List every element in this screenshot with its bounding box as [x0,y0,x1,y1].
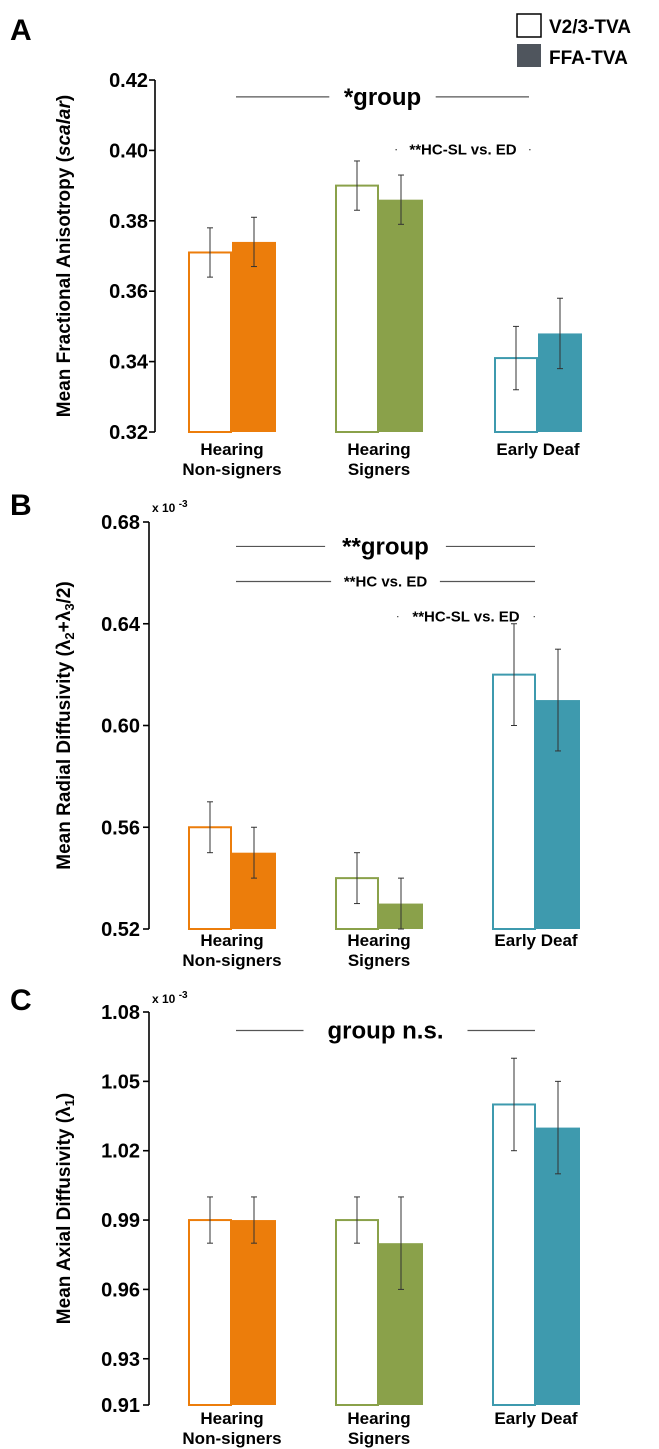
significance-label: group n.s. [328,1017,444,1044]
legend-label-ffa-tva: FFA-TVA [549,48,628,69]
bar-ffa-tva [232,1220,276,1405]
legend-swatch-filled [517,44,541,67]
error-bar [398,1196,404,1290]
significance-label: *group [344,84,421,111]
significance-annotation: **group [236,533,535,560]
y-tick-label: 0.91 [101,1395,140,1417]
y-tick-label: 0.32 [109,422,148,444]
bar-v23-tva [492,1103,536,1406]
y-tick-label: 0.60 [101,716,140,738]
category-label: Early Deaf [494,1409,577,1428]
error-bar [354,852,360,905]
scale-note: x 10 -3 [152,990,188,1006]
y-axis-label: Mean Axial Diffusivity (λ1) [54,1093,77,1324]
y-tick-label: 0.36 [109,281,148,303]
y-tick-label: 0.64 [101,614,141,636]
y-tick-label: 1.08 [101,1002,140,1024]
error-bar [207,1196,213,1244]
significance-label: **group [342,533,429,560]
legend-swatch-outline [516,13,542,38]
significance-label: **HC-SL vs. ED [409,142,516,159]
category-label: Early Deaf [496,440,579,459]
y-tick-label: 0.56 [101,817,140,839]
legend-label-v23-tva: V2/3-TVA [549,17,631,38]
bar-v23-tva [335,1219,379,1407]
y-tick-label: 0.34 [109,352,149,374]
error-bar [251,216,257,268]
bar-v23-tva [335,184,379,433]
y-tick-label: 1.05 [101,1071,140,1093]
error-bar [207,801,213,854]
error-bar [511,1057,517,1152]
error-bar [557,297,563,370]
error-bar [555,648,561,752]
significance-annotation: **HC-SL vs. ED [395,142,531,159]
error-bar [398,877,404,930]
error-bar [251,826,257,879]
error-bar [207,227,213,278]
category-label: Hearing [347,440,410,459]
category-label: Hearing [200,440,263,459]
error-bar [354,160,360,211]
category-label: Signers [348,460,410,479]
bar-v23-tva [494,357,538,433]
category-label: Hearing [200,1409,263,1428]
legend: V2/3-TVA FFA-TVA [516,13,631,69]
significance-annotation: **HC-SL vs. ED [397,609,535,626]
category-label: Non-signers [182,951,281,970]
panel-label: B [10,489,32,522]
panel-label: C [10,984,32,1017]
error-bar [398,174,404,225]
category-label: Hearing [347,931,410,950]
y-tick-label: 1.02 [101,1141,140,1163]
y-axis-label: Mean Radial Diffusivity (λ2+λ3/2) [54,581,77,870]
category-label: Signers [348,1429,410,1448]
y-tick-label: 0.38 [109,211,148,233]
y-tick-label: 0.68 [101,512,140,534]
error-bar [511,623,517,726]
significance-label: **HC vs. ED [344,574,428,591]
category-label: Non-signers [182,1429,281,1448]
bar-v23-tva [188,251,232,433]
y-tick-label: 0.93 [101,1349,140,1371]
panel-label: A [10,14,32,47]
error-bar [513,325,519,391]
bar-v23-tva [188,1219,232,1407]
bar-ffa-tva [379,199,423,432]
error-bar [251,1196,257,1244]
category-label: Non-signers [182,460,281,479]
category-label: Hearing [200,931,263,950]
significance-annotation: **HC vs. ED [236,574,535,591]
significance-annotation: *group [236,84,529,111]
bar-ffa-tva [232,241,276,432]
significance-label: **HC-SL vs. ED [412,609,519,626]
y-tick-label: 0.42 [109,70,148,92]
scale-note: x 10 -3 [152,499,188,515]
y-tick-label: 0.99 [101,1210,140,1232]
significance-annotation: group n.s. [236,1017,535,1044]
panel-a: A 0.32 0.34 0.36 0.38 0.40 0.42 Mean Fractional… [10,14,582,479]
error-bar [555,1080,561,1175]
category-label: Signers [348,951,410,970]
y-tick-label: 0.96 [101,1279,140,1301]
y-tick-label: 0.52 [101,919,140,941]
y-tick-label: 0.40 [109,140,148,162]
category-label: Hearing [347,1409,410,1428]
y-axis-label: Mean Fractional Anisotropy (scalar) [54,95,75,417]
category-label: Early Deaf [494,931,577,950]
error-bar [354,1196,360,1244]
